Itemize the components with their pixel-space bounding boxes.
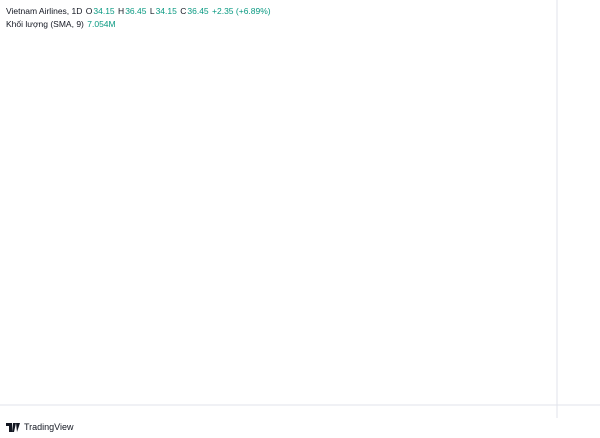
change: +2.35 (+6.89%) [212, 6, 271, 16]
volume-title: Khối lượng (SMA, 9) [6, 19, 84, 29]
ohlc-letter: O [85, 6, 93, 16]
logo [6, 422, 20, 432]
footer: TradingView [6, 422, 74, 432]
low-value: 34.15 [155, 6, 177, 16]
legend: Vietnam Airlines, 1D O34.15 H36.45 L34.1… [6, 5, 272, 31]
open-value: 34.15 [93, 6, 115, 16]
symbol: Vietnam Airlines, 1D [6, 6, 83, 16]
ohlc-letter: C [180, 6, 187, 16]
price-legend: Vietnam Airlines, 1D O34.15 H36.45 L34.1… [6, 5, 272, 18]
close-value: 36.45 [187, 6, 209, 16]
volume-value: 7.054M [87, 19, 116, 29]
ohlc-letter: L [149, 6, 155, 16]
volume-legend: Khối lượng (SMA, 9) 7.054M [6, 18, 272, 31]
brand: TradingView [24, 422, 74, 432]
ohlc-letter: H [118, 6, 125, 16]
high-value: 36.45 [125, 6, 147, 16]
